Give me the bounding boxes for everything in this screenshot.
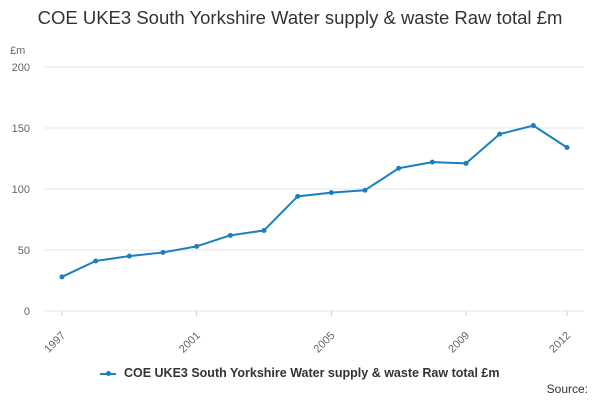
grid-layer <box>45 66 584 312</box>
data-point[interactable] <box>497 131 503 137</box>
legend-marker <box>100 370 117 376</box>
data-point[interactable] <box>194 243 200 249</box>
y-tick-label: 50 <box>18 245 30 257</box>
data-point[interactable] <box>429 159 435 165</box>
y-unit-label: £m <box>10 45 25 57</box>
x-tick-label: 1997 <box>42 330 68 356</box>
data-point[interactable] <box>530 123 536 129</box>
y-tick-label: 150 <box>12 123 30 135</box>
source-label: Source: <box>546 382 588 396</box>
x-tick-label: 2009 <box>446 330 472 356</box>
y-tick-label: 200 <box>12 62 30 74</box>
data-point[interactable] <box>463 160 469 166</box>
data-point[interactable] <box>160 249 166 255</box>
chart-title: COE UKE3 South Yorkshire Water supply & … <box>37 7 563 28</box>
data-point[interactable] <box>328 190 334 196</box>
series-line[interactable] <box>61 124 568 278</box>
data-point[interactable] <box>126 253 132 259</box>
x-tick-label: 2012 <box>547 330 573 356</box>
y-tick-label: 100 <box>12 184 30 196</box>
x-tick-label: 2005 <box>312 330 338 356</box>
data-point[interactable] <box>396 165 402 171</box>
data-point[interactable] <box>93 258 99 264</box>
axis-layer: 0 50 100 150 200 £m 1997 2001 2005 2009 2012 <box>10 45 573 355</box>
data-point[interactable] <box>261 227 267 233</box>
data-point[interactable] <box>564 145 570 151</box>
y-tick-label: 0 <box>24 306 30 318</box>
data-point[interactable] <box>227 232 233 238</box>
data-point[interactable] <box>59 274 65 280</box>
legend-marker-dot <box>106 370 112 376</box>
data-point[interactable] <box>362 187 368 193</box>
data-point[interactable] <box>295 193 301 199</box>
series-layer <box>59 123 570 280</box>
x-tick-label: 2001 <box>177 330 203 356</box>
legend[interactable]: COE UKE3 South Yorkshire Water supply & … <box>0 366 600 380</box>
legend-label: COE UKE3 South Yorkshire Water supply & … <box>123 366 500 380</box>
